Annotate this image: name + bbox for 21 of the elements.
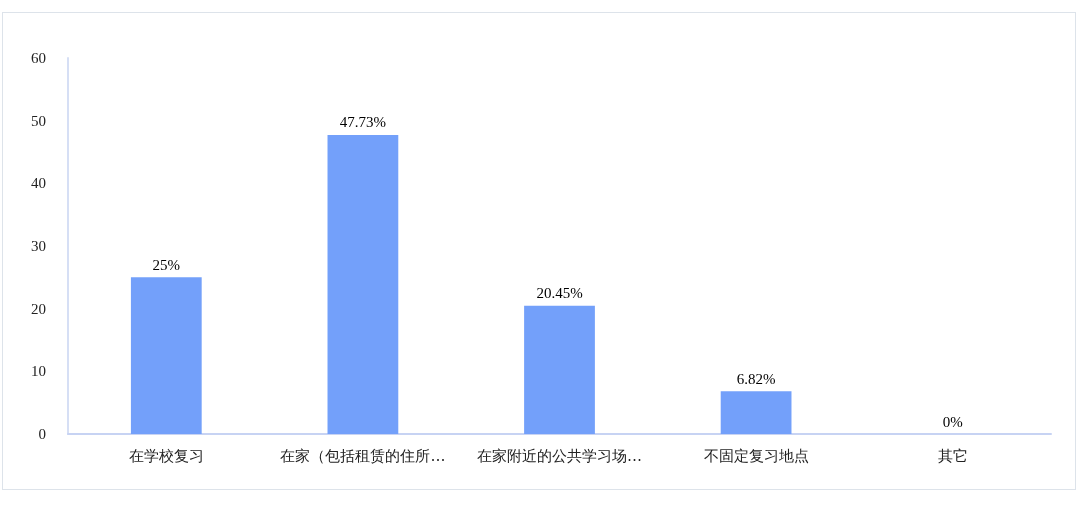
data-label: 47.73% xyxy=(339,114,387,131)
bar xyxy=(130,277,202,434)
y-tick-label: 60 xyxy=(31,50,46,66)
bar xyxy=(327,134,399,434)
data-label: 20.45% xyxy=(536,285,583,302)
bar xyxy=(720,391,792,434)
bar xyxy=(524,305,595,434)
y-tick-label: 40 xyxy=(31,175,46,192)
data-label: 6.82% xyxy=(736,370,776,387)
x-tick-label: 其它 xyxy=(937,446,968,465)
data-label: 0% xyxy=(942,413,963,430)
y-tick-label: 30 xyxy=(31,238,46,254)
y-tick-label: 10 xyxy=(31,363,46,380)
x-tick-label: 在家附近的公共学习场… xyxy=(477,446,642,465)
x-tick-label: 在学校复习 xyxy=(128,446,204,465)
x-tick-label: 不固定复习地点 xyxy=(703,446,809,465)
data-label: 25% xyxy=(152,256,181,273)
x-tick-label: 在家（包括租赁的住所… xyxy=(280,446,446,465)
y-tick-label: 20 xyxy=(31,300,46,317)
y-tick-label: 50 xyxy=(31,112,46,129)
y-tick-label: 0 xyxy=(38,426,46,442)
